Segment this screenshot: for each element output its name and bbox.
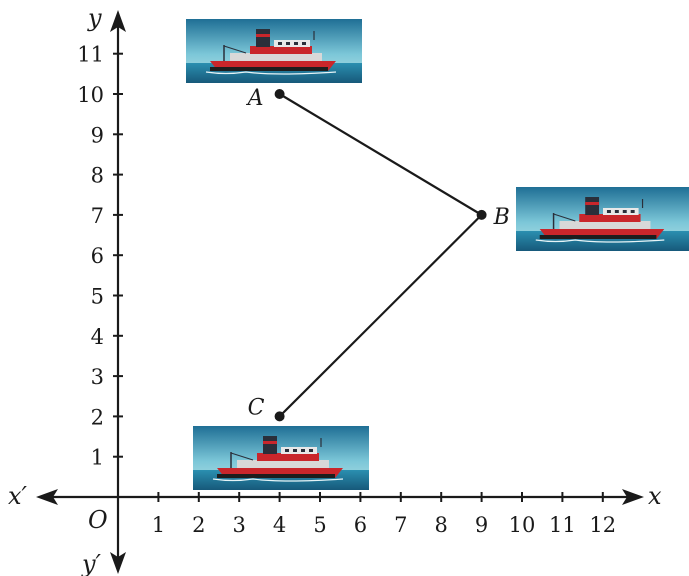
x-axis-label: x [648, 482, 662, 510]
ship-picture-b [515, 186, 689, 252]
y-tick-label: 4 [91, 325, 104, 349]
y-axis-arrow-down [110, 552, 126, 574]
y-tick-label: 7 [91, 204, 104, 228]
y-tick-label: 10 [77, 83, 104, 107]
y-tick-label: 3 [91, 365, 104, 389]
x-tick-label: 9 [475, 513, 488, 537]
route-points: A B C [246, 86, 510, 422]
x-tick-label: 2 [192, 513, 205, 537]
x-axis-arrow-right [622, 489, 644, 505]
point-label-c: C [248, 395, 265, 420]
ship-picture-c [192, 425, 370, 491]
x-tick-label: 1 [152, 513, 165, 537]
x-tick-label: 8 [435, 513, 448, 537]
x-negative-axis-label: x′ [8, 482, 28, 510]
x-axis-arrow-left [36, 489, 58, 505]
y-negative-axis-label: y′ [81, 550, 102, 576]
y-tick-label: 2 [91, 405, 104, 429]
x-tick-label: 11 [549, 513, 576, 537]
point-label-a: A [246, 86, 264, 111]
x-tick-label: 6 [354, 513, 367, 537]
point-c [274, 411, 285, 422]
x-tick-label: 4 [273, 513, 286, 537]
ship-picture-a [185, 18, 363, 84]
x-tick-label: 3 [233, 513, 246, 537]
y-axis-label: y [87, 4, 102, 32]
point-a [274, 89, 285, 99]
x-tick-label: 10 [509, 513, 536, 537]
point-b [476, 209, 487, 220]
x-tick-label: 7 [394, 513, 407, 537]
y-tick-label: 9 [91, 123, 104, 147]
route-path [278, 93, 484, 418]
y-tick-label: 5 [91, 285, 104, 309]
axis-ticks [113, 52, 604, 502]
x-tick-label: 12 [589, 513, 616, 537]
point-label-b: B [493, 205, 510, 230]
origin-label: O [88, 506, 108, 534]
y-tick-label: 11 [77, 43, 104, 67]
y-tick-label: 1 [91, 446, 104, 470]
x-tick-label: 5 [313, 513, 326, 537]
y-tick-label: 8 [91, 164, 104, 188]
y-tick-label: 6 [91, 244, 104, 268]
y-axis-arrow-up [110, 10, 126, 32]
